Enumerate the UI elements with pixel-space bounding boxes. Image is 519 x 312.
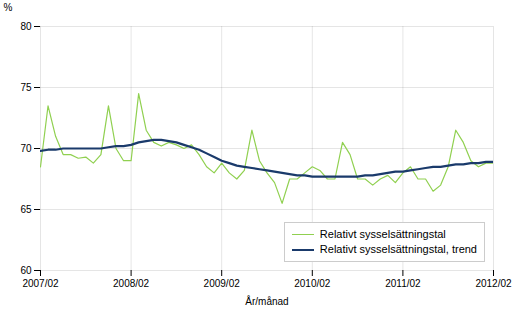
svg-text:2007/02: 2007/02 <box>22 278 59 289</box>
svg-text:75: 75 <box>20 82 32 93</box>
svg-text:60: 60 <box>20 265 32 276</box>
svg-text:80: 80 <box>20 21 32 32</box>
svg-text:%: % <box>4 2 13 13</box>
svg-text:2011/02: 2011/02 <box>385 278 421 289</box>
svg-text:2012/02: 2012/02 <box>475 278 512 289</box>
svg-text:70: 70 <box>20 143 32 154</box>
html-text:Relativt sysselsättningstal, t: Relativt sysselsättningstal, trend <box>319 243 477 255</box>
svg-text:2009/02: 2009/02 <box>204 278 241 289</box>
svg-text:65: 65 <box>20 204 32 215</box>
html-text:Relativt sysselsättningstal: Relativt sysselsättningstal <box>319 228 446 240</box>
svg-text:2008/02: 2008/02 <box>113 278 150 289</box>
svg-text:År/månad: År/månad <box>245 295 288 307</box>
svg-text:2010/02: 2010/02 <box>294 278 331 289</box>
